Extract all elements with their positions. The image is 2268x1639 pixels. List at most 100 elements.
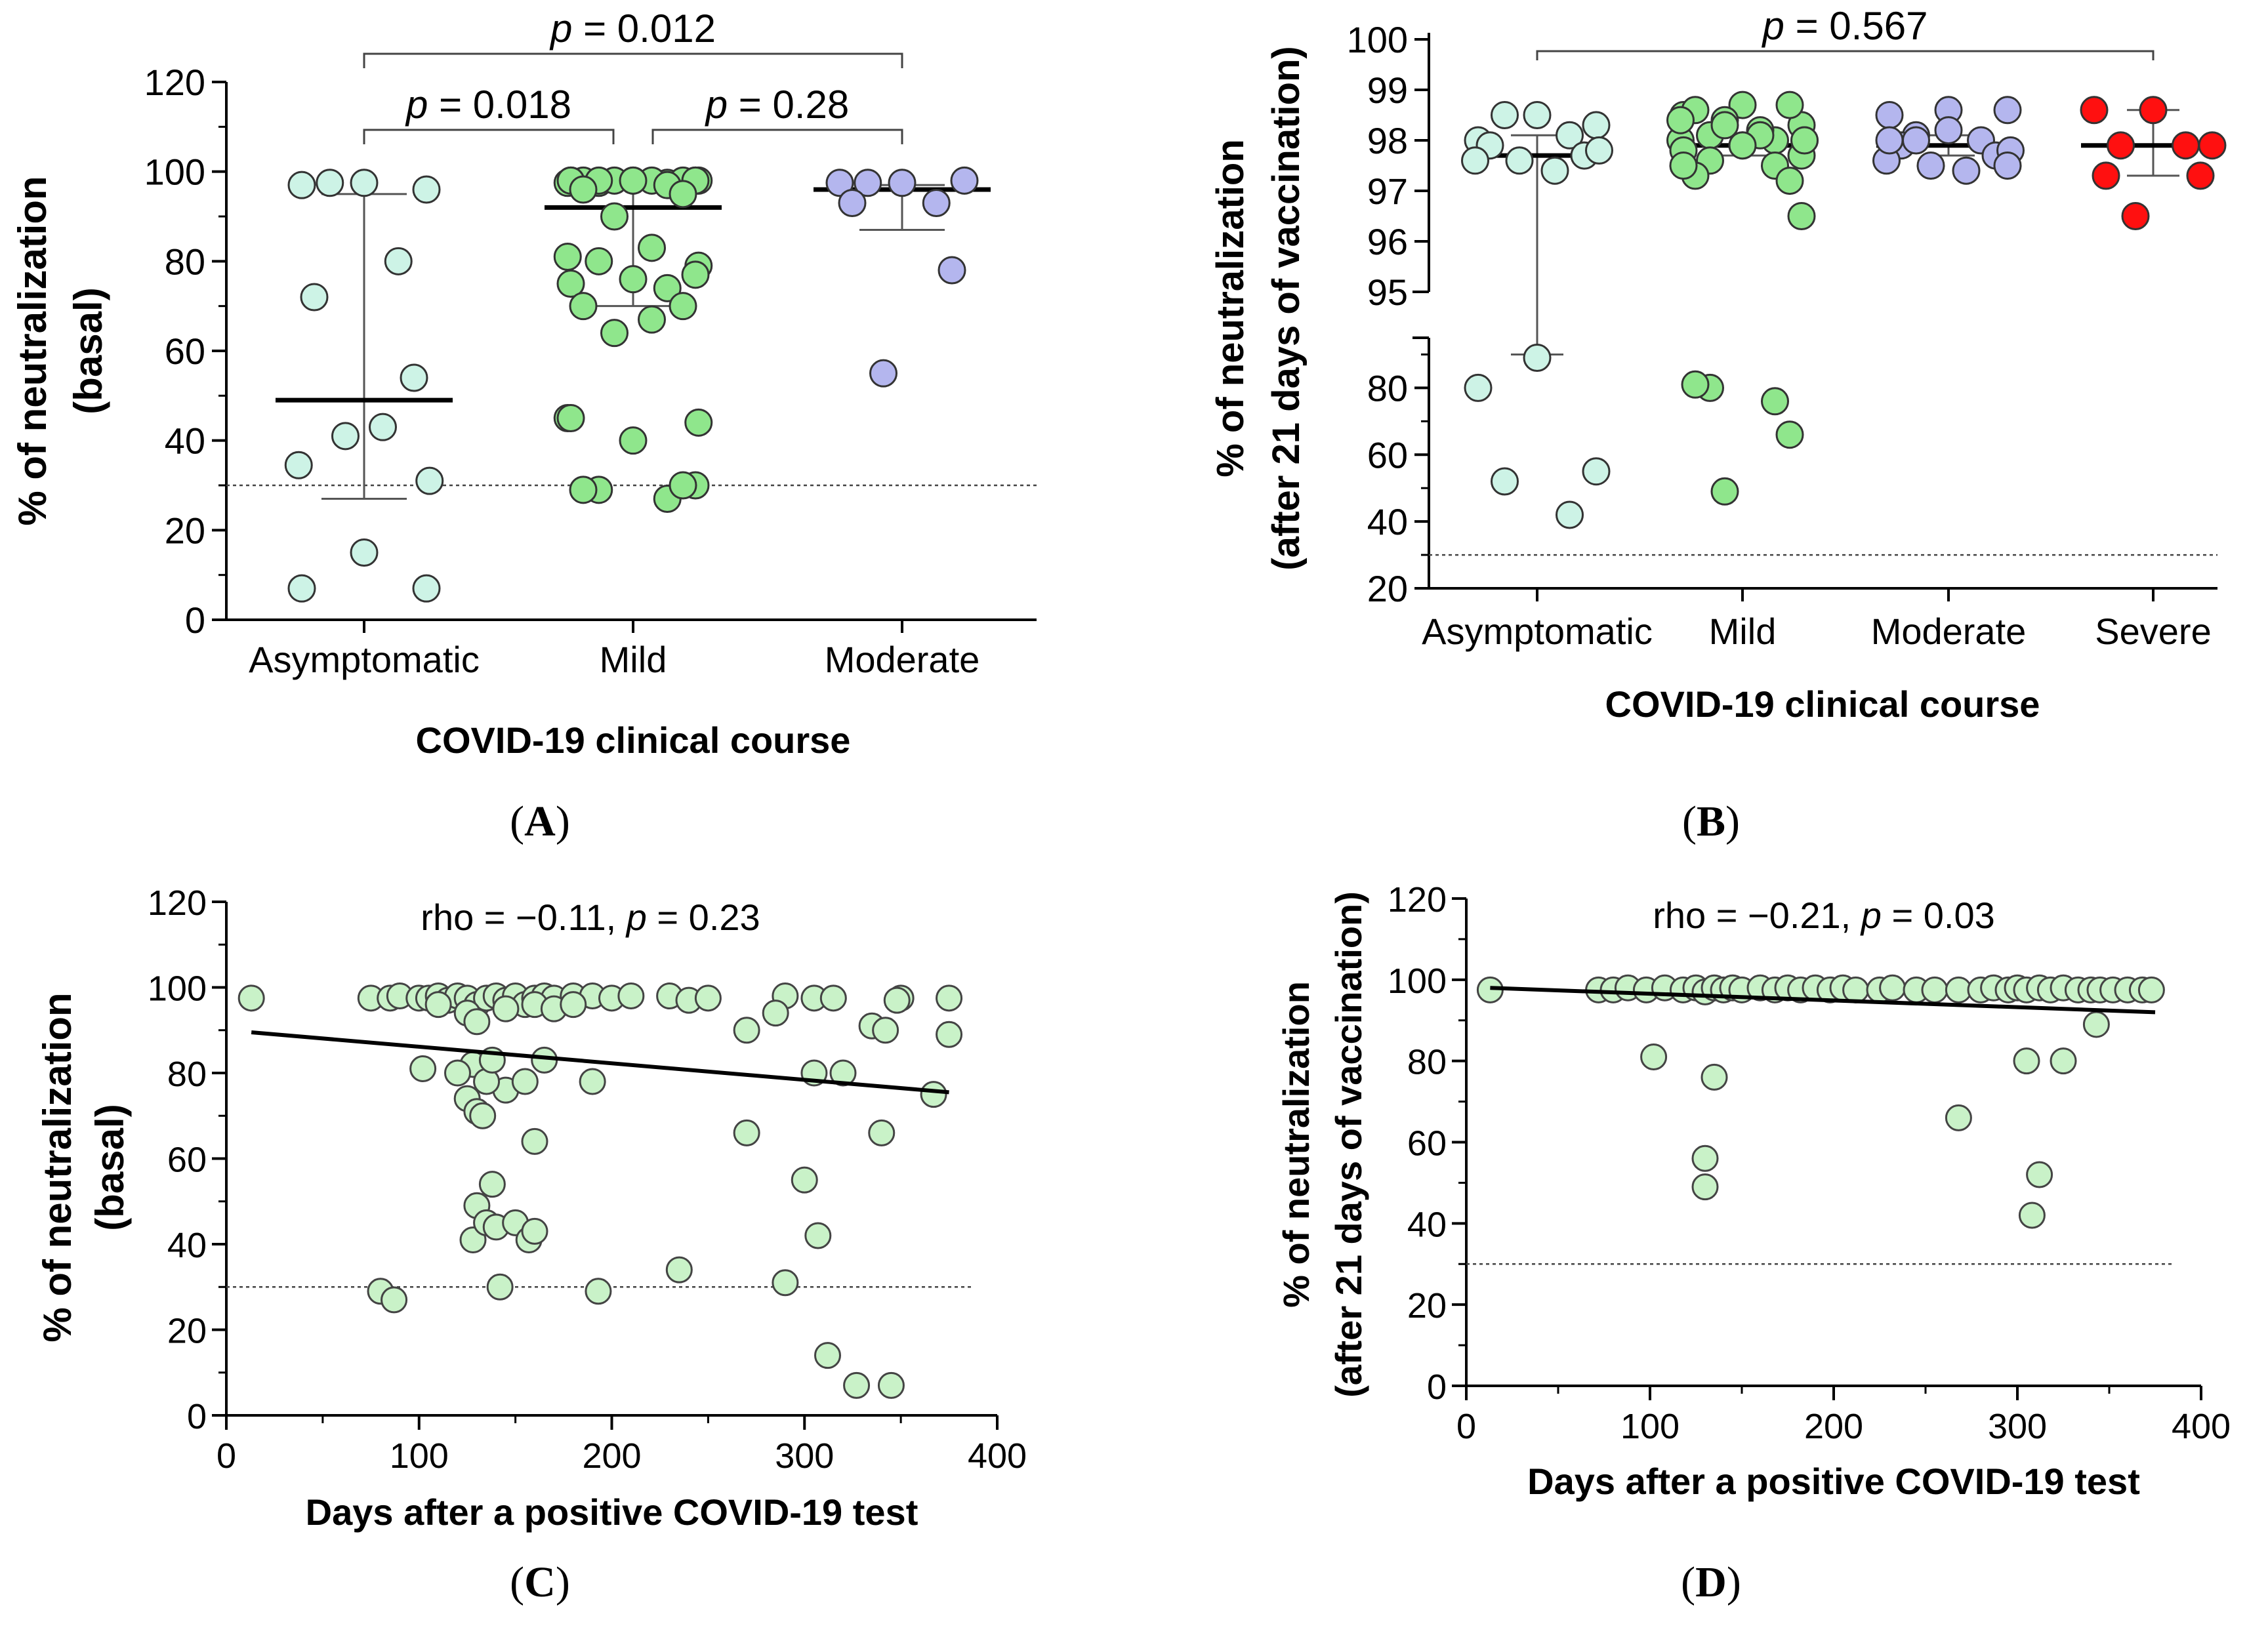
data-point bbox=[1916, 152, 1945, 180]
data-point bbox=[569, 476, 598, 504]
data-point bbox=[2186, 161, 2215, 190]
y-tick-label: 0 bbox=[1427, 1367, 1447, 1407]
panel-d-chart: 0 20 40 60 80 100 120 0 100 200 300 400 rho = −0.21,… bbox=[1275, 880, 2231, 1502]
y-tick-label: 80 bbox=[165, 241, 205, 282]
y-tick-label: 120 bbox=[148, 883, 207, 923]
y-tick-label: 20 bbox=[1407, 1286, 1447, 1325]
data-point bbox=[669, 180, 697, 209]
data-point bbox=[869, 359, 897, 388]
data-point bbox=[331, 422, 360, 451]
data-point bbox=[733, 1119, 760, 1146]
data-point bbox=[843, 1371, 871, 1399]
y-tick-label: 97 bbox=[1367, 171, 1408, 212]
data-point bbox=[2137, 976, 2165, 1003]
y-tick-label: 100 bbox=[144, 152, 205, 193]
data-point bbox=[669, 292, 697, 321]
significance-bracket bbox=[363, 129, 615, 144]
data-point bbox=[1491, 101, 1519, 129]
data-point bbox=[569, 292, 598, 321]
data-point bbox=[1775, 91, 1804, 119]
y-tick-label: 96 bbox=[1367, 221, 1408, 262]
data-point bbox=[1523, 101, 1552, 129]
data-point bbox=[2026, 1161, 2053, 1188]
regression-line bbox=[251, 1030, 949, 1095]
data-point bbox=[1993, 152, 2022, 180]
x-tick-label: Asymptomatic bbox=[249, 639, 480, 680]
data-point bbox=[2198, 131, 2227, 160]
data-point bbox=[665, 1256, 693, 1284]
correlation-annotation: rho = −0.11, p = 0.23 bbox=[421, 897, 760, 938]
data-point bbox=[804, 1222, 832, 1249]
data-point bbox=[819, 984, 847, 1012]
data-point bbox=[1461, 146, 1489, 175]
data-point bbox=[1875, 101, 1904, 129]
data-point bbox=[694, 984, 722, 1012]
panel-c-chart: 0 20 40 60 80 100 120 0 100 200 300 400 rho = −0.11,… bbox=[35, 883, 1027, 1533]
data-point bbox=[2139, 96, 2168, 125]
data-point bbox=[936, 984, 963, 1012]
data-point bbox=[424, 991, 452, 1019]
data-point bbox=[600, 319, 629, 348]
y-tick-label: 120 bbox=[144, 62, 205, 103]
data-point bbox=[1710, 477, 1739, 506]
x-tick-label: Moderate bbox=[825, 639, 980, 680]
data-point bbox=[287, 574, 316, 603]
data-point bbox=[585, 1278, 612, 1305]
y-axis-label-line1: % of neutralization bbox=[35, 992, 79, 1342]
y-tick-label: 60 bbox=[167, 1141, 207, 1180]
data-point bbox=[829, 1059, 857, 1087]
data-point bbox=[384, 247, 413, 275]
x-tick-label: Severe bbox=[2095, 611, 2211, 652]
data-point bbox=[1640, 1043, 1668, 1070]
y-tick-label: 60 bbox=[165, 331, 205, 372]
data-point bbox=[1921, 976, 1948, 1003]
data-point bbox=[733, 1017, 760, 1044]
y-axis-label-line2: (after 21 days of vaccination) bbox=[1265, 46, 1308, 570]
x-tick-label: 400 bbox=[968, 1436, 1027, 1476]
data-point bbox=[936, 1021, 963, 1048]
data-point bbox=[409, 1055, 437, 1082]
y-axis-label-line1: % of neutralization bbox=[1275, 981, 1317, 1308]
data-point bbox=[1691, 1173, 1719, 1201]
panel-label-c: (C) bbox=[510, 1558, 570, 1606]
data-point bbox=[1691, 1144, 1719, 1172]
data-point bbox=[950, 166, 979, 195]
y-tick-label: 40 bbox=[167, 1226, 207, 1265]
data-point bbox=[619, 166, 648, 195]
y-axis-label-line2: (after 21 days of vaccination) bbox=[1328, 891, 1369, 1398]
data-point bbox=[237, 984, 265, 1012]
x-tick-label: 300 bbox=[775, 1436, 834, 1476]
data-point bbox=[1790, 126, 1819, 155]
data-point bbox=[1585, 136, 1613, 165]
panel-label-a: (A) bbox=[510, 798, 570, 845]
p-value-label: p = 0.012 bbox=[549, 7, 716, 51]
y-tick-label: 100 bbox=[1388, 961, 1447, 1001]
data-point bbox=[1666, 106, 1695, 134]
data-point bbox=[553, 243, 582, 271]
data-point bbox=[444, 1059, 471, 1087]
data-point bbox=[2050, 1047, 2077, 1075]
y-tick-label: 40 bbox=[165, 420, 205, 462]
x-tick-label: 200 bbox=[582, 1436, 641, 1476]
data-point bbox=[681, 260, 710, 289]
data-point bbox=[1902, 126, 1930, 155]
data-point bbox=[1952, 156, 1981, 185]
data-point bbox=[669, 471, 697, 500]
data-point bbox=[1701, 1063, 1728, 1091]
data-point bbox=[579, 1068, 606, 1095]
data-point bbox=[617, 982, 645, 1010]
data-point bbox=[600, 202, 629, 231]
y-axis-label-line2: (basal) bbox=[88, 1104, 132, 1230]
data-point bbox=[762, 1000, 789, 1027]
data-point bbox=[1787, 202, 1816, 230]
x-tick-label: 0 bbox=[1456, 1407, 1476, 1446]
data-point bbox=[1540, 156, 1569, 185]
y-tick-label: 20 bbox=[167, 1312, 207, 1351]
x-tick-label: Mild bbox=[600, 639, 667, 680]
p-value-label: p = 0.018 bbox=[405, 83, 571, 127]
data-point bbox=[791, 1166, 818, 1194]
data-point bbox=[300, 283, 329, 312]
data-point bbox=[369, 413, 397, 441]
data-point bbox=[585, 247, 613, 275]
